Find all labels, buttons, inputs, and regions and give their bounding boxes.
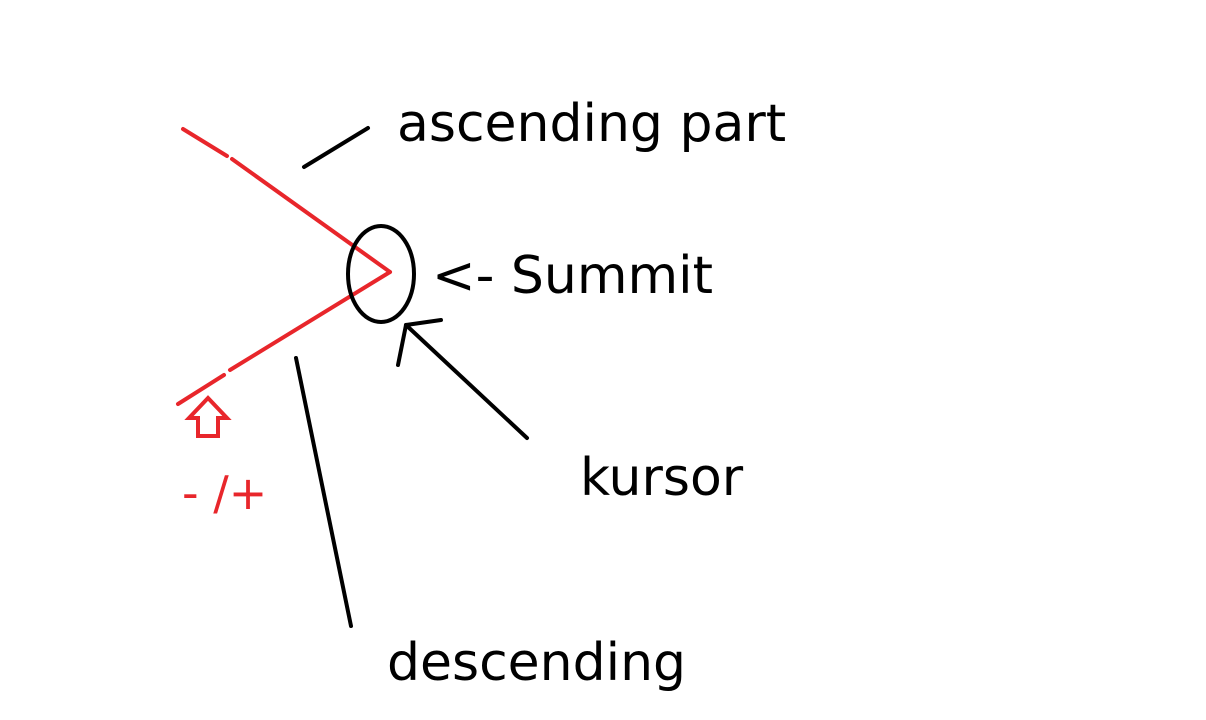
ascending-line bbox=[181, 127, 392, 274]
descending-line-segment-inner bbox=[228, 270, 392, 372]
ascending-part-label: ascending part bbox=[397, 94, 787, 154]
descending-line bbox=[176, 270, 392, 406]
ascending-line-segment-inner bbox=[230, 157, 392, 274]
ascending-line-segment-outer bbox=[181, 127, 229, 158]
kursor-arrow-icon bbox=[396, 318, 529, 440]
descending-line-segment-outer bbox=[176, 373, 226, 406]
ascending-leader-line bbox=[302, 126, 370, 169]
summit-label: <- Summit bbox=[432, 246, 713, 306]
kursor-label: kursor bbox=[580, 448, 744, 508]
up-arrow-icon bbox=[184, 395, 232, 438]
minus-plus-label: - /+ bbox=[182, 466, 268, 520]
descending-leader-line bbox=[294, 356, 353, 628]
summit-marker-icon bbox=[346, 224, 416, 324]
descending-label: descending bbox=[387, 633, 687, 693]
